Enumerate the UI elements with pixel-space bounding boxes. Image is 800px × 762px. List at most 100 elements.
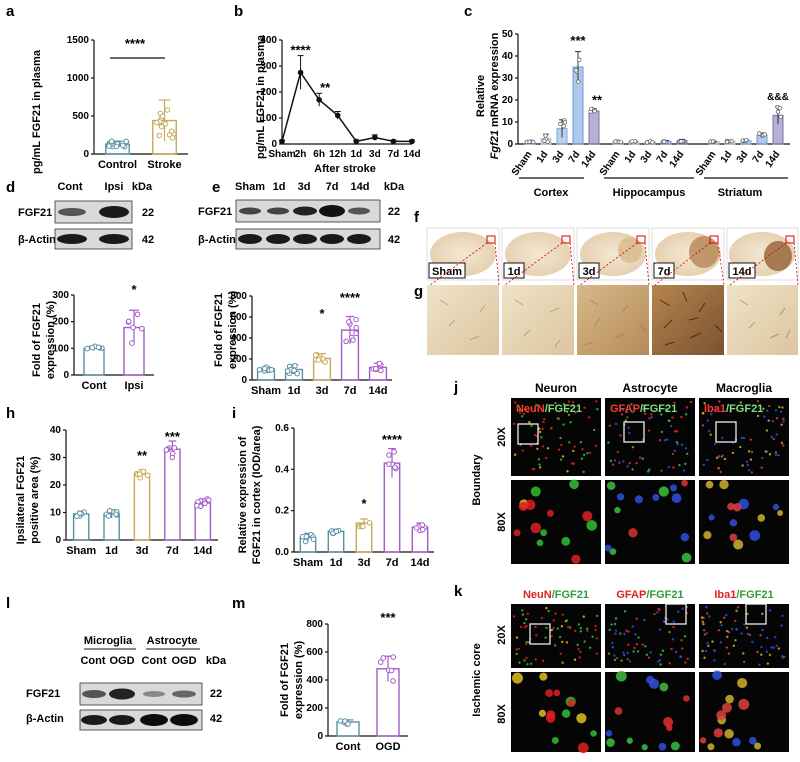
j-20x-cell <box>671 452 675 456</box>
j-20x-cell <box>682 469 686 472</box>
a-ylabel: pg/mL FGF21 in plasma <box>31 49 43 174</box>
j-20x-cell <box>541 445 545 448</box>
g-tile-14d <box>727 285 798 355</box>
h-y-tick-label: 30 <box>50 453 62 464</box>
k-80x-cell <box>713 728 723 738</box>
j-20x-cell <box>571 400 575 404</box>
d-dot-Ipsi <box>130 324 136 331</box>
k-20x-cell <box>734 639 737 642</box>
j-80x-cell <box>703 531 712 540</box>
k-20x-cell <box>701 649 704 653</box>
j-20x-cell <box>630 403 633 406</box>
e-kda-22: 22 <box>388 206 400 218</box>
c-dot <box>777 105 783 111</box>
j-80x-cell <box>719 479 729 490</box>
j-20x-cell <box>720 455 724 458</box>
k-stain-astrocyte: GFAP/FGF21 <box>616 589 683 601</box>
m-y-tick-label: 0 <box>317 731 323 742</box>
e-sig-7d: **** <box>340 290 361 305</box>
c-group-striatum: Striatum <box>718 187 763 199</box>
j-20x-cell <box>782 417 785 421</box>
k-20x-cell <box>644 645 647 648</box>
h-y-tick-label: 0 <box>55 535 61 546</box>
c-y-tick-label: 30 <box>502 73 514 84</box>
e-dot-1d <box>294 370 301 377</box>
k-20x-cell <box>742 652 745 655</box>
c-dot <box>629 139 635 144</box>
j-20x-cell <box>742 436 746 440</box>
k-20x-cell <box>759 634 762 637</box>
j-20x-cell <box>718 455 721 458</box>
c-y-tick-label: 20 <box>502 95 514 106</box>
k-20x-cell <box>525 624 528 628</box>
k-20x-cell <box>743 623 746 626</box>
j-20x-cell <box>701 424 705 427</box>
j-20x-cell <box>770 435 773 439</box>
j-20x-cell <box>524 408 527 411</box>
d-col-ipsi: Ipsi <box>105 181 124 193</box>
k-20x-cell <box>766 662 770 665</box>
j-20x-cell <box>767 419 770 422</box>
e-col-1d: 1d <box>273 181 286 193</box>
j-20x-cell <box>667 465 670 469</box>
c-dot <box>531 139 536 145</box>
j-80x-cell <box>733 539 744 550</box>
panel-letter-l: l <box>6 595 10 612</box>
j-20x-cell <box>622 460 625 463</box>
k-20x-cell <box>659 653 663 656</box>
d-dot-Ipsi <box>129 340 135 346</box>
k-20x-cell <box>583 640 586 643</box>
k-20x-cell <box>594 628 597 632</box>
h-sig-3d: ** <box>137 448 148 463</box>
k-20x-cell <box>591 635 594 638</box>
m-x-tick-label: OGD <box>375 741 400 753</box>
j-20x-cell <box>626 465 629 468</box>
k-20x-cell <box>731 627 734 631</box>
j-20x-cell <box>538 463 541 466</box>
k-20x-cell <box>719 641 723 644</box>
l-kda-22: 22 <box>210 688 222 700</box>
j-20x-cell <box>709 433 712 436</box>
k-20x-cell <box>585 627 589 630</box>
j-20x-cell <box>756 414 760 418</box>
j-20x-cell <box>559 436 562 440</box>
k-20x-cell <box>627 630 630 633</box>
k-20x-cell <box>705 632 709 635</box>
k-20x-cell <box>586 629 589 632</box>
j-20x-cell <box>782 420 785 423</box>
k-20x-cell <box>623 610 627 613</box>
k-20x-cell <box>746 632 750 636</box>
d-blot <box>54 200 133 250</box>
j-20x-cell <box>586 452 589 455</box>
k-20x-cell <box>535 634 538 637</box>
e-kda: kDa <box>384 181 405 193</box>
k-20x-cell <box>761 612 764 616</box>
j-20x-cell <box>631 468 634 471</box>
i-dot-14d <box>419 522 426 528</box>
k-20x-cell <box>635 642 639 646</box>
k-row-80x: 80X <box>496 704 508 724</box>
j-20x-cell <box>774 451 778 454</box>
j-20x-cell <box>667 419 671 422</box>
k-20x-cell <box>641 643 644 646</box>
j-20x-cell <box>749 458 753 461</box>
j-20x-cell <box>643 412 647 415</box>
j-20x-cell <box>559 458 563 461</box>
j-20x-cell <box>561 455 565 458</box>
c-dot <box>775 109 781 114</box>
a-dot-Stroke <box>169 135 176 141</box>
k-20x-cell <box>783 655 786 659</box>
k-20x-cell <box>649 651 652 654</box>
c-sig-striatum-14d: &&& <box>767 92 789 103</box>
k-80x-cell <box>605 730 613 737</box>
j-20x-cell <box>680 415 683 419</box>
f-label-14d: 14d <box>733 266 752 278</box>
b-y-tick-label: 300 <box>260 61 277 72</box>
chart-m: 0 200 400 600 800 Cont OGD *** <box>306 610 408 753</box>
k-20x-cell <box>626 657 629 661</box>
j-20x-cell <box>545 456 548 460</box>
chart-d: 0 100 200 300 Cont Ipsi * <box>52 282 154 392</box>
k-row-20x: 20X <box>496 625 508 645</box>
k-20x-cell <box>703 656 706 660</box>
